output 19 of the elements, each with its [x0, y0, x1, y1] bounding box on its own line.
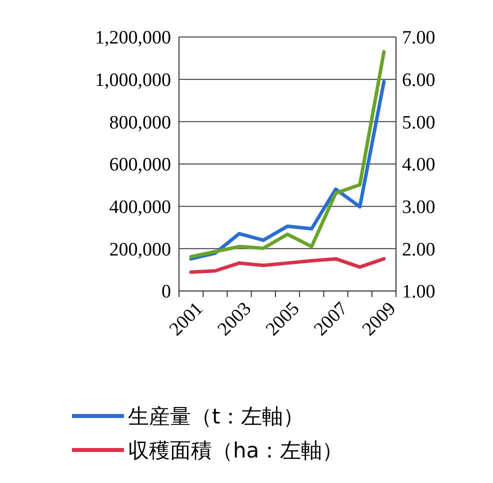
y-tick-label: 1,000,000 — [95, 70, 171, 91]
y2-tick-label: 3.00 — [402, 196, 436, 218]
line-series — [189, 257, 386, 274]
y-tick-label: 1,200,000 — [95, 28, 171, 49]
y2-tick-label: 5.00 — [402, 112, 436, 134]
y-tick-label: 0 — [162, 282, 171, 303]
legend-label: 生産量（t：左軸） — [128, 404, 304, 428]
line-series — [189, 50, 386, 258]
y-tick-label: 600,000 — [109, 154, 171, 176]
legend-label: 収穫面積（ha：左軸） — [128, 438, 344, 462]
y2-tick-label: 4.00 — [402, 154, 436, 176]
y2-tick-label: 7.00 — [402, 28, 436, 49]
y2-tick-label: 1.00 — [402, 282, 436, 303]
y-tick-label: 400,000 — [109, 196, 171, 218]
y2-tick-label: 2.00 — [402, 239, 436, 260]
y2-tick-label: 6.00 — [402, 70, 436, 91]
y-tick-label: 200,000 — [109, 239, 171, 260]
line-series — [189, 80, 386, 261]
y-tick-label: 800,000 — [109, 112, 171, 134]
